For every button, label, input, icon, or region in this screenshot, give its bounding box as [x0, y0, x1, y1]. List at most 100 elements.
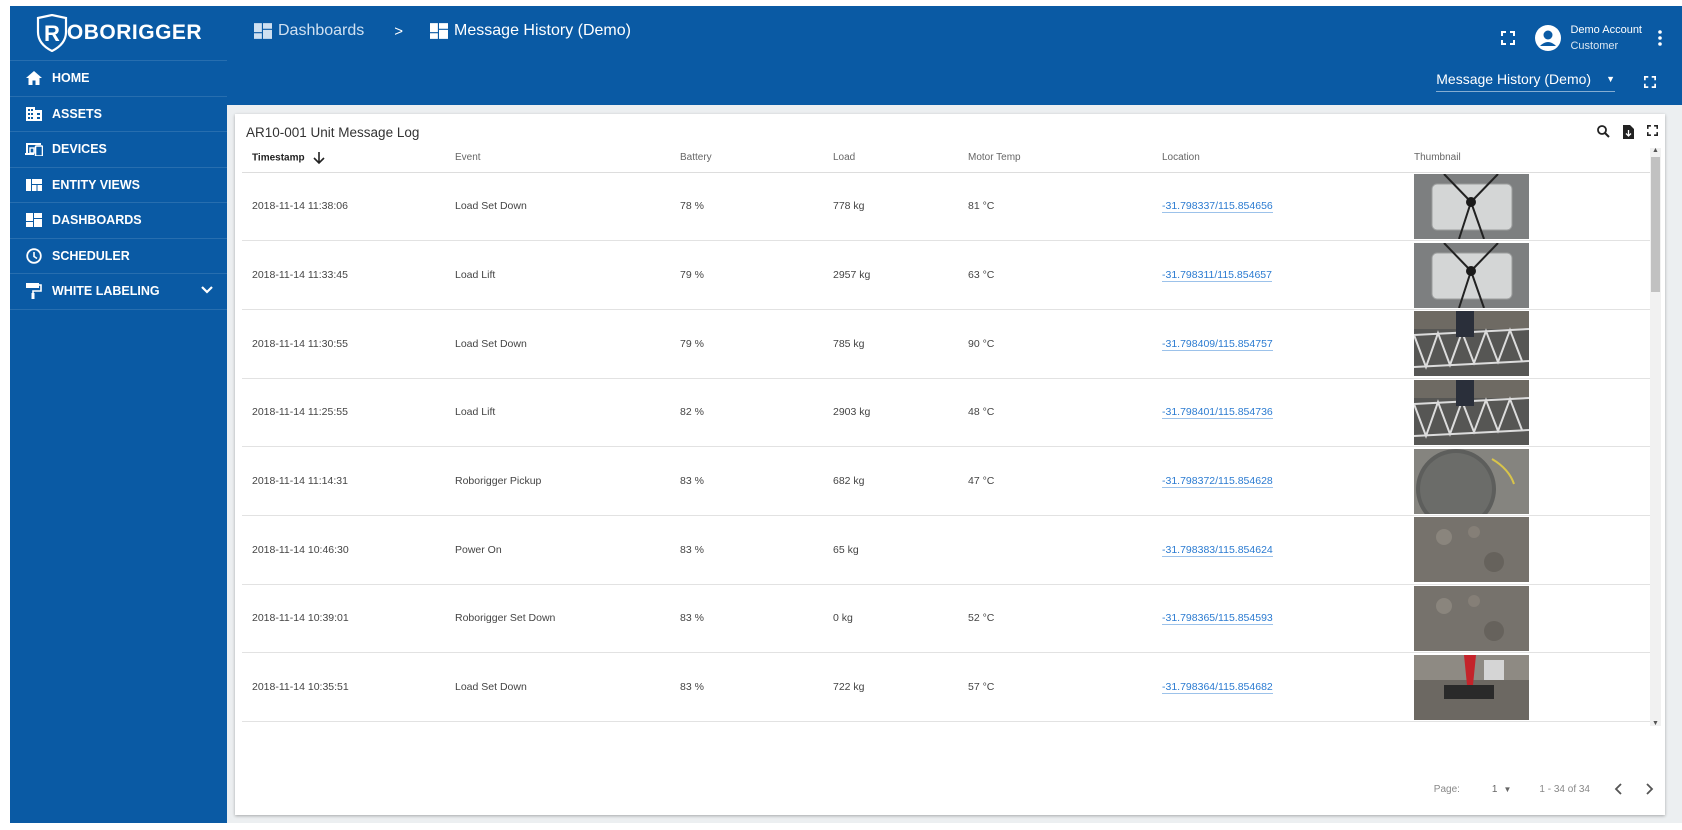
next-page-button[interactable] — [1646, 783, 1654, 795]
cell-timestamp: 2018-11-14 11:38:06 — [242, 172, 445, 242]
logo[interactable]: R OBORIGGER — [10, 6, 227, 61]
table-row[interactable]: 2018-11-14 11:14:31 Roborigger Pickup 83 %… — [242, 446, 1651, 516]
dashboard-select-value: Message History (Demo) — [1436, 71, 1592, 87]
cell-battery: 79 % — [670, 309, 823, 379]
search-icon[interactable] — [1597, 125, 1610, 139]
previous-page-button[interactable] — [1614, 783, 1622, 795]
cell-load: 778 kg — [823, 172, 958, 242]
column-header-motor-temp[interactable]: Motor Temp — [958, 144, 1152, 173]
column-header-event[interactable]: Event — [445, 144, 670, 173]
message-log-widget: AR10-001 Unit Message Log Timestamp Even… — [235, 114, 1665, 815]
column-header-thumbnail[interactable]: Thumbnail — [1404, 144, 1651, 173]
table-row[interactable]: 2018-11-14 10:39:01 Roborigger Set Down 83… — [242, 584, 1651, 654]
widget-title: AR10-001 Unit Message Log — [246, 125, 420, 140]
thumbnail-image[interactable] — [1414, 173, 1529, 239]
cell-battery: 83 % — [670, 652, 823, 722]
dashboard-select[interactable]: Message History (Demo) ▼ — [1436, 71, 1615, 92]
cell-thumbnail — [1404, 446, 1651, 516]
cell-load: 0 kg — [823, 584, 958, 654]
fullscreen-icon[interactable] — [1501, 31, 1516, 45]
cell-load: 785 kg — [823, 309, 958, 379]
sidebar-item-label: DEVICES — [52, 142, 107, 157]
location-link[interactable]: -31.798401/115.854736 — [1162, 406, 1273, 420]
sidebar-item-dashboards[interactable]: DASHBOARDS — [10, 203, 227, 239]
account-menu[interactable]: Demo Account Customer — [1535, 22, 1642, 54]
sidebar-item-white-labeling[interactable]: WHITE LABELING — [10, 274, 227, 310]
sidebar-item-label: HOME — [52, 71, 90, 86]
widget-toolbar — [1597, 125, 1658, 139]
thumbnail-image[interactable] — [1414, 379, 1529, 445]
sidebar-item-label: ASSETS — [52, 106, 103, 121]
table-row[interactable]: 2018-11-14 11:25:55 Load Lift 82 % 2903 kg 4… — [242, 378, 1651, 448]
cell-motor-temp: 90 °C — [958, 309, 1152, 379]
sidebar-item-scheduler[interactable]: SCHEDULER — [10, 239, 227, 274]
cell-battery: 82 % — [670, 378, 823, 448]
location-link[interactable]: -31.798409/115.854757 — [1162, 337, 1273, 351]
cell-thumbnail — [1404, 309, 1651, 379]
cell-load: 682 kg — [823, 446, 958, 516]
cell-timestamp: 2018-11-14 11:25:55 — [242, 378, 445, 448]
location-link[interactable]: -31.798337/115.854656 — [1162, 200, 1273, 214]
sidebar-item-entity-views[interactable]: ENTITY VIEWS — [10, 168, 227, 203]
cell-motor-temp — [958, 515, 1152, 585]
fullscreen-icon[interactable] — [1647, 125, 1658, 139]
export-file-icon[interactable] — [1623, 125, 1634, 139]
breadcrumb-current: Message History (Demo) — [430, 22, 631, 40]
thumbnail-image[interactable] — [1414, 448, 1529, 514]
page-select[interactable]: 1 ▼ — [1491, 783, 1512, 795]
location-link[interactable]: -31.798364/115.854682 — [1162, 681, 1273, 695]
cell-timestamp: 2018-11-14 10:39:01 — [242, 584, 445, 654]
cell-event: Load Set Down — [445, 172, 670, 242]
cell-location: -31.798372/115.854628 — [1152, 446, 1404, 516]
location-link[interactable]: -31.798383/115.854624 — [1162, 543, 1273, 557]
thumbnail-image[interactable] — [1414, 311, 1529, 377]
location-link[interactable]: -31.798311/115.854657 — [1162, 269, 1272, 283]
breadcrumb-separator: > — [394, 22, 404, 40]
building-icon — [24, 104, 44, 124]
location-link[interactable]: -31.798365/115.854593 — [1162, 612, 1273, 626]
dashboard-icon — [254, 23, 272, 39]
cell-load: 2903 kg — [823, 378, 958, 448]
sidebar-item-label: SCHEDULER — [52, 248, 130, 263]
cell-timestamp: 2018-11-14 11:14:31 — [242, 446, 445, 516]
app-window: R OBORIGGER HOME ASSETS DEVICES — [10, 6, 1682, 823]
thumbnail-image[interactable] — [1414, 585, 1529, 651]
table-row[interactable]: 2018-11-14 11:33:45 Load Lift 79 % 2957 kg 6… — [242, 240, 1651, 310]
table-row[interactable]: 2018-11-14 10:46:30 Power On 83 % 65 kg -31.… — [242, 515, 1651, 585]
breadcrumb-dashboards[interactable]: Dashboards — [254, 22, 364, 40]
scroll-up-icon[interactable]: ▲ — [1652, 147, 1659, 154]
cell-motor-temp: 52 °C — [958, 584, 1152, 654]
more-vert-icon[interactable] — [1658, 30, 1662, 46]
sidebar-item-assets[interactable]: ASSETS — [10, 97, 227, 132]
column-header-battery[interactable]: Battery — [670, 144, 823, 173]
sidebar-item-devices[interactable]: DEVICES — [10, 132, 227, 168]
thumbnail-image[interactable] — [1414, 517, 1529, 583]
table-scrollbar[interactable]: ▲ ▼ — [1650, 147, 1661, 727]
cell-location: -31.798364/115.854682 — [1152, 652, 1404, 722]
table-row[interactable]: 2018-11-14 11:30:55 Load Set Down 79 % 785 … — [242, 309, 1651, 379]
cell-event: Load Lift — [445, 378, 670, 448]
caret-down-icon: ▼ — [1503, 784, 1512, 794]
cell-thumbnail — [1404, 172, 1651, 242]
column-header-location[interactable]: Location — [1152, 144, 1404, 173]
location-link[interactable]: -31.798372/115.854628 — [1162, 475, 1273, 489]
chevron-down-icon[interactable] — [201, 283, 213, 297]
dashboard-fullscreen-icon[interactable] — [1644, 76, 1656, 88]
cell-load: 722 kg — [823, 652, 958, 722]
sidebar-item-home[interactable]: HOME — [10, 61, 227, 97]
message-log-table: Timestamp Event Battery Load Motor Temp … — [242, 144, 1651, 722]
scroll-down-icon[interactable]: ▼ — [1652, 720, 1659, 727]
thumbnail-image[interactable] — [1414, 242, 1529, 308]
breadcrumb: Dashboards > Message History (Demo) — [254, 22, 631, 40]
cell-location: -31.798383/115.854624 — [1152, 515, 1404, 585]
clock-icon — [24, 246, 44, 266]
cell-thumbnail — [1404, 378, 1651, 448]
column-header-timestamp[interactable]: Timestamp — [242, 144, 445, 173]
table-row[interactable]: 2018-11-14 10:35:51 Load Set Down 83 % 722 … — [242, 652, 1651, 722]
page-range: 1 - 34 of 34 — [1539, 783, 1590, 795]
thumbnail-image[interactable] — [1414, 654, 1529, 720]
cell-timestamp: 2018-11-14 10:46:30 — [242, 515, 445, 585]
scrollbar-thumb[interactable] — [1651, 157, 1660, 292]
column-header-load[interactable]: Load — [823, 144, 958, 173]
table-row[interactable]: 2018-11-14 11:38:06 Load Set Down 78 % 778 … — [242, 172, 1651, 242]
